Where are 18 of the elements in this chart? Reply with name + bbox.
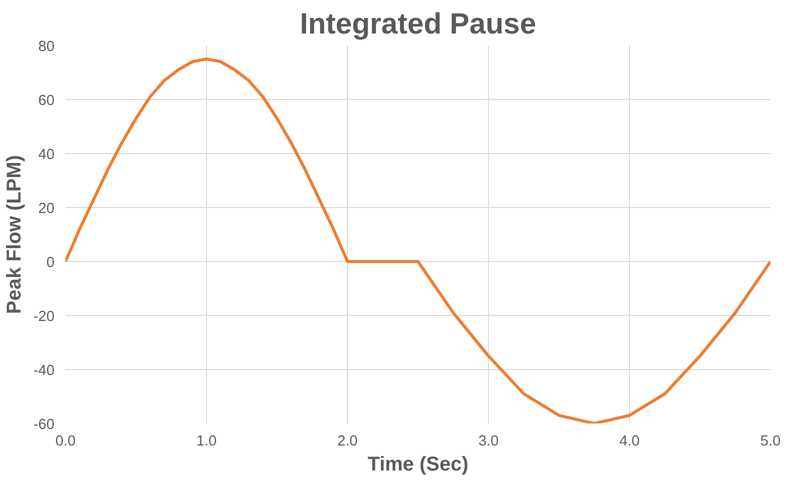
line-series (66, 58, 770, 424)
x-tick-label: 2.0 (337, 434, 358, 450)
chart-title: Integrated Pause (300, 8, 536, 40)
y-tick-label: -60 (33, 417, 55, 433)
x-tick-label: 4.0 (619, 434, 640, 450)
y-tick-label: 20 (38, 201, 55, 217)
y-tick-label: 0 (46, 255, 55, 271)
x-axis-title: Time (Sec) (368, 454, 468, 476)
y-tick-label: 60 (38, 93, 55, 109)
x-tick-label: 3.0 (478, 434, 499, 450)
x-tick-label: 0.0 (55, 434, 76, 450)
y-tick-label: 40 (38, 147, 55, 163)
y-axis-title: Peak Flow (LPM) (3, 155, 26, 314)
y-tick-label: -20 (33, 309, 55, 325)
x-tick-label: 5.0 (760, 434, 781, 450)
x-tick-label: 1.0 (196, 434, 217, 450)
y-tick-label: -40 (33, 363, 55, 379)
y-tick-label: 80 (38, 39, 55, 55)
